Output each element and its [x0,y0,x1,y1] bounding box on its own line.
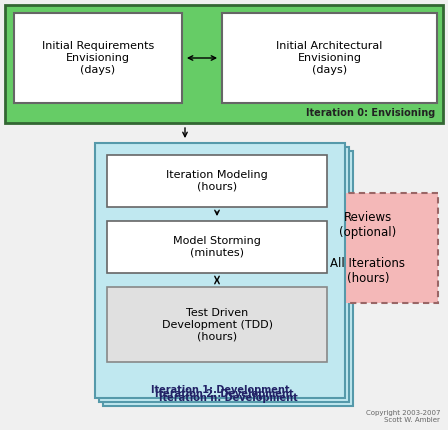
Bar [103,151,353,406]
Bar [14,13,182,103]
Bar [5,5,443,123]
Text: Iteration 2: Development: Iteration 2: Development [155,389,293,399]
Text: Model Storming
(minutes): Model Storming (minutes) [173,236,261,258]
Text: Iteration n: Development: Iteration n: Development [159,393,297,403]
Text: All Iterations
(hours): All Iterations (hours) [331,257,405,285]
Bar [107,221,327,273]
Bar [298,193,438,303]
Bar [99,147,349,402]
Text: Test Driven
Development (TDD)
(hours): Test Driven Development (TDD) (hours) [161,308,272,341]
Bar [222,13,437,103]
Text: Reviews
(optional): Reviews (optional) [340,211,396,239]
Text: Initial Requirements
Envisioning
(days): Initial Requirements Envisioning (days) [42,41,154,74]
Text: Iteration 1: Development: Iteration 1: Development [151,385,289,395]
Bar [107,287,327,362]
Bar [95,143,345,398]
Text: Copyright 2003-2007
Scott W. Ambler: Copyright 2003-2007 Scott W. Ambler [366,409,440,423]
Text: Iteration 0: Envisioning: Iteration 0: Envisioning [306,108,435,118]
Text: Initial Architectural
Envisioning
(days): Initial Architectural Envisioning (days) [276,41,383,74]
Bar [107,155,327,207]
Text: Iteration Modeling
(hours): Iteration Modeling (hours) [166,170,268,192]
